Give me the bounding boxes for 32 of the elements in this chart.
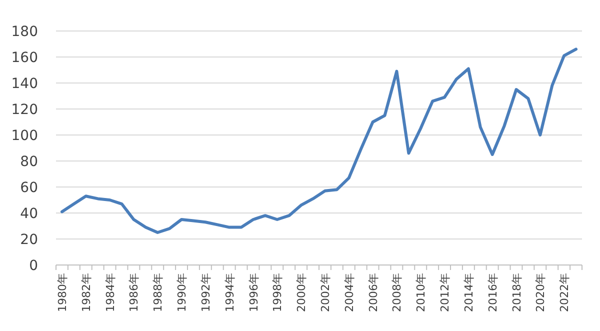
x-tick-label: 1998年 — [271, 273, 284, 312]
y-tick-label: 80 — [20, 154, 38, 170]
x-tick-label: 2022年 — [558, 273, 572, 312]
y-tick-label: 20 — [20, 232, 38, 248]
x-tick-label: 2008年 — [390, 273, 404, 312]
y-tick-label: 140 — [11, 76, 38, 92]
x-tick-label: 1984年 — [104, 273, 117, 312]
x-tick-label: 2014年 — [462, 273, 476, 312]
x-tick-label: 2018年 — [510, 273, 524, 312]
x-tick-label: 2012年 — [438, 273, 452, 312]
y-tick-label: 0 — [29, 258, 38, 274]
x-tick-label: 1988年 — [152, 273, 165, 312]
x-tick-label: 2000年 — [295, 273, 308, 312]
y-tick-label: 40 — [20, 206, 38, 222]
x-tick-label: 1980年 — [56, 273, 69, 312]
x-tick-label: 2004年 — [342, 273, 356, 312]
x-tick-label: 1986年 — [128, 273, 141, 312]
x-tick-label: 2020年 — [534, 273, 548, 312]
x-tick-label: 1992年 — [199, 273, 212, 312]
x-tick-label: 1990年 — [176, 273, 189, 312]
x-tick-label: 2010年 — [414, 273, 428, 312]
x-tick-label: 1982年 — [80, 273, 93, 312]
y-tick-label: 160 — [11, 50, 38, 66]
x-tick-label: 2002年 — [318, 273, 332, 312]
y-tick-label: 100 — [11, 128, 38, 144]
x-tick-label: 1994年 — [223, 273, 236, 312]
y-tick-label: 180 — [11, 24, 38, 40]
y-tick-label: 120 — [11, 102, 38, 118]
y-tick-label: 60 — [20, 180, 38, 196]
x-tick-label: 1996年 — [247, 273, 260, 312]
x-tick-label: 2006年 — [366, 273, 380, 312]
x-tick-label: 2016年 — [486, 273, 500, 312]
